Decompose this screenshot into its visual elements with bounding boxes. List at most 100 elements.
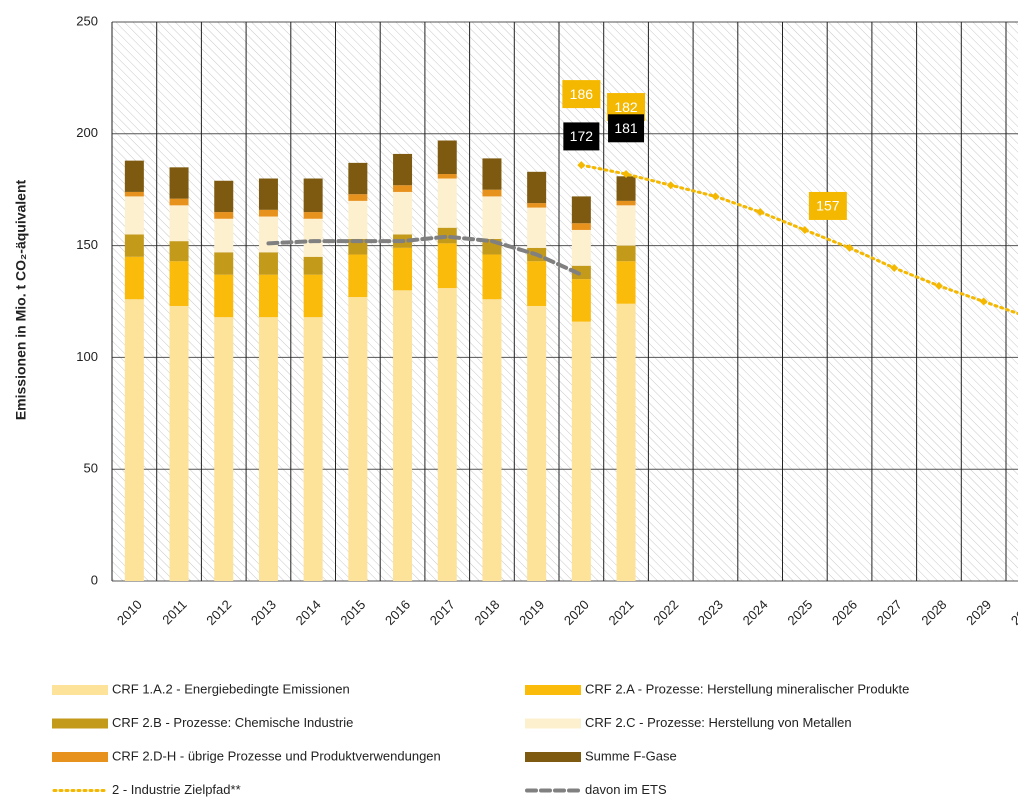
bar-segment (437, 288, 457, 581)
legend-label: Summe F-Gase (585, 748, 677, 763)
bar-segment (571, 223, 591, 230)
bar-segment (303, 256, 323, 275)
bar-segment (303, 178, 323, 213)
x-tick-label: 2025 (784, 597, 815, 628)
line (266, 234, 584, 277)
bar-segment (482, 158, 502, 190)
line-marker (711, 192, 720, 201)
x-tick-label: 2014 (293, 597, 324, 628)
bar-segment (482, 254, 502, 300)
bar-segment (482, 189, 502, 197)
bar-segment (124, 196, 144, 235)
bar-segment (124, 160, 144, 192)
bar-segment (124, 299, 144, 581)
bar-segment (482, 196, 502, 239)
bar-segment (348, 200, 368, 239)
data-label: 157 (816, 198, 840, 214)
bar-segment (527, 305, 547, 581)
bar-segment (616, 261, 636, 304)
legend-label: CRF 2.C - Prozesse: Herstellung von Meta… (585, 715, 852, 730)
x-tick-label: 2027 (874, 597, 905, 628)
bar-segment (571, 265, 591, 280)
legend-swatch (525, 752, 581, 762)
x-tick-label: 2026 (829, 597, 860, 628)
x-tick-label: 2029 (963, 597, 994, 628)
bar-segment (437, 243, 457, 289)
x-tick-label: 2015 (337, 597, 368, 628)
x-tick-label: 2030 (1008, 597, 1018, 628)
y-tick-label: 100 (76, 349, 98, 364)
bar-segment (437, 178, 457, 228)
bar-segment (571, 196, 591, 224)
y-tick-label: 200 (76, 125, 98, 140)
bar-segment (527, 171, 547, 204)
legend-swatch (525, 718, 581, 729)
bar-segment (393, 191, 413, 235)
bar-segment (616, 176, 636, 201)
bar-segment (258, 216, 278, 253)
bar-segment (348, 297, 368, 581)
bar-segment (616, 303, 636, 581)
legend-swatch (525, 685, 581, 695)
x-tick-label: 2016 (382, 597, 413, 628)
bar-segment (616, 200, 636, 206)
y-tick-label: 150 (76, 237, 98, 252)
bar-segment (437, 140, 457, 175)
x-tick-label: 2012 (203, 597, 234, 628)
legend-label: CRF 1.A.2 - Energiebedingte Emissionen (112, 681, 350, 696)
bar-segment (393, 185, 413, 192)
bar-segment (571, 229, 591, 266)
legend-label: davon im ETS (585, 782, 667, 797)
line-marker (622, 170, 631, 179)
bar-segment (258, 209, 278, 217)
x-tick-label: 2019 (516, 597, 547, 628)
x-tick-label: 2010 (114, 597, 145, 628)
bar-segment (214, 252, 234, 275)
x-tick-label: 2011 (159, 597, 189, 627)
x-tick-label: 2022 (650, 597, 681, 628)
data-label-box (608, 114, 645, 143)
bar-segment (169, 167, 189, 199)
y-tick-label: 0 (91, 572, 98, 587)
x-tick-label: 2013 (248, 597, 279, 628)
x-tick-label: 2018 (471, 597, 502, 628)
bar-segment (258, 274, 278, 318)
line-marker (845, 243, 854, 252)
bar-segment (258, 252, 278, 275)
bar-segment (393, 247, 413, 291)
data-label: 172 (570, 128, 594, 144)
bar-segment (527, 261, 547, 306)
bar-segment (571, 321, 591, 581)
bar-segment (124, 191, 144, 197)
bar-segment (124, 234, 144, 257)
legend-label: CRF 2.B - Prozesse: Chemische Industrie (112, 715, 353, 730)
bar-segment (169, 205, 189, 242)
data-label-box (562, 80, 601, 109)
x-tick-label: 2021 (606, 597, 637, 628)
line-marker (934, 281, 943, 290)
bar-segment (527, 207, 547, 248)
bar-segment (393, 153, 413, 186)
line-marker (756, 208, 765, 217)
x-tick-label: 2020 (561, 597, 592, 628)
data-label-box (808, 191, 847, 220)
y-axis-label: Emissionen in Mio. t CO₂-äquivalent (13, 179, 29, 420)
bar-segment (527, 203, 547, 208)
bar-segment (169, 198, 189, 206)
legend-swatch (52, 718, 108, 729)
bar-segment (214, 317, 234, 581)
line-marker (577, 161, 586, 170)
bar-segment (393, 290, 413, 581)
legend-label: 2 - Industrie Zielpfad** (112, 782, 241, 797)
bar-segment (169, 305, 189, 581)
y-tick-label: 250 (76, 13, 98, 28)
data-label: 186 (570, 86, 594, 102)
x-tick-label: 2028 (918, 597, 949, 628)
legend-swatch (52, 752, 108, 762)
legend-label: CRF 2.A - Prozesse: Herstellung minerali… (585, 681, 909, 696)
bar-segment (214, 180, 234, 213)
bar-segment (303, 274, 323, 318)
bar-segment (124, 256, 144, 300)
bar-segment (303, 218, 323, 257)
data-label-box (563, 122, 600, 151)
